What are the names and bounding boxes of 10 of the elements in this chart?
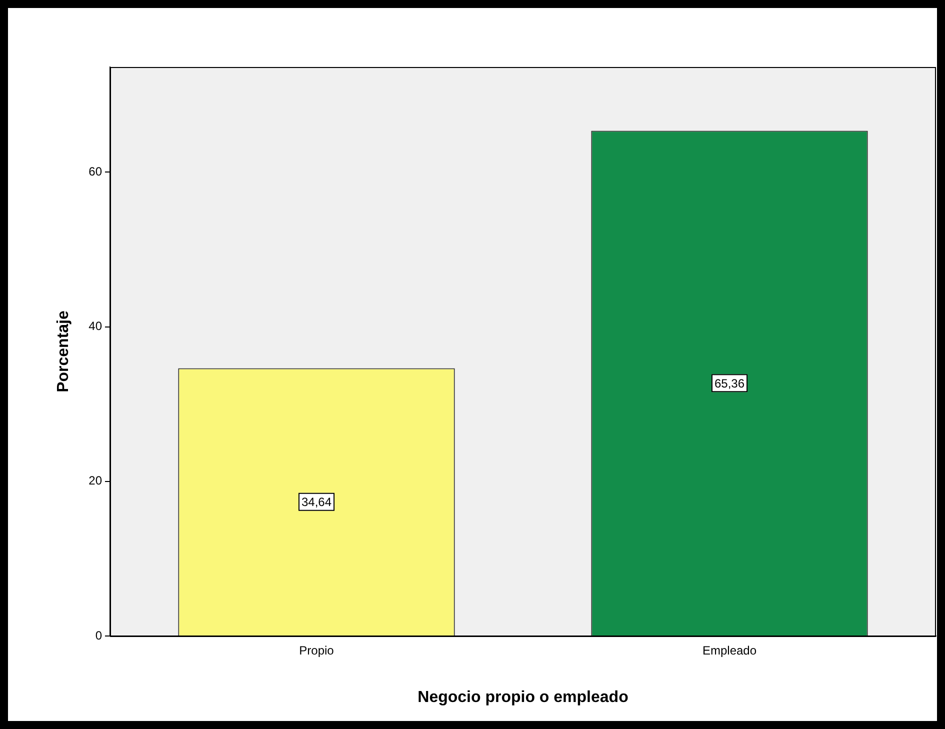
x-axis-title: Negocio propio o empleado	[418, 688, 629, 706]
data-label: 34,64	[301, 495, 332, 510]
x-tick-label: Propio	[299, 644, 334, 658]
data-label: 65,36	[714, 376, 745, 390]
x-tick-label: Empleado	[702, 644, 757, 658]
y-tick-label: 60	[88, 164, 102, 178]
y-tick-label: 20	[88, 474, 102, 488]
y-axis-title: Porcentaje	[55, 310, 72, 392]
y-tick-label: 0	[95, 628, 102, 642]
y-tick-label: 40	[88, 319, 102, 334]
